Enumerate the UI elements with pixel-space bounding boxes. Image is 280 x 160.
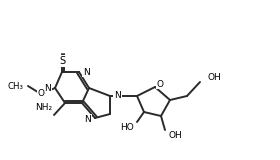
Text: CH₃: CH₃	[7, 81, 23, 91]
Text: OH: OH	[169, 132, 183, 140]
Text: OH: OH	[208, 72, 222, 81]
Text: N: N	[44, 84, 51, 92]
Text: N: N	[83, 68, 90, 76]
Text: N: N	[114, 92, 121, 100]
Text: N: N	[84, 115, 91, 124]
Text: O: O	[38, 88, 45, 97]
Text: NH₂: NH₂	[35, 103, 52, 112]
Text: O: O	[157, 80, 164, 88]
Text: HO: HO	[120, 124, 134, 132]
Text: S: S	[59, 56, 65, 66]
